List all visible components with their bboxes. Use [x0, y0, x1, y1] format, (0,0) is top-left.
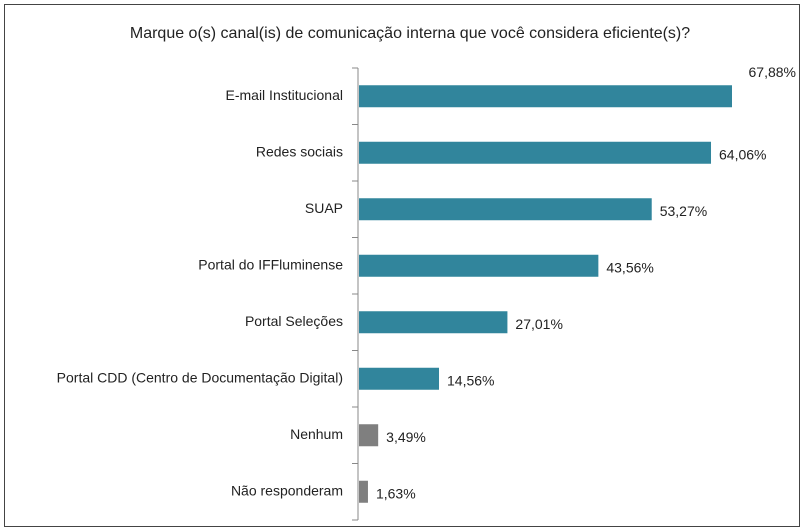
bar	[359, 85, 733, 108]
y-tick-label: Portal do IFFluminense	[198, 256, 343, 272]
data-label: 27,01%	[515, 316, 562, 332]
y-tick-label: Redes sociais	[256, 143, 343, 159]
y-tick-label: SUAP	[305, 200, 343, 216]
data-label: 1,63%	[376, 485, 416, 501]
data-label: 3,49%	[386, 429, 426, 445]
bar	[359, 367, 440, 390]
data-label: 67,88%	[749, 64, 796, 80]
bar	[359, 198, 652, 221]
y-tick-label: E-mail Institucional	[226, 87, 344, 103]
bar	[359, 254, 599, 277]
y-tick-label: Portal Seleções	[245, 313, 343, 329]
data-label: 43,56%	[606, 259, 653, 275]
bar	[359, 141, 712, 164]
y-tick-label: Não responderam	[231, 482, 343, 498]
data-label: 14,56%	[447, 372, 494, 388]
data-label: 53,27%	[660, 203, 707, 219]
bar	[359, 480, 368, 503]
y-tick-label: Portal CDD (Centro de Documentação Digit…	[57, 369, 343, 385]
y-tick-label: Nenhum	[290, 426, 343, 442]
chart-title: Marque o(s) canal(is) de comunicação int…	[130, 25, 690, 42]
bar	[359, 424, 379, 447]
data-label: 64,06%	[719, 146, 766, 162]
bar	[359, 311, 508, 334]
